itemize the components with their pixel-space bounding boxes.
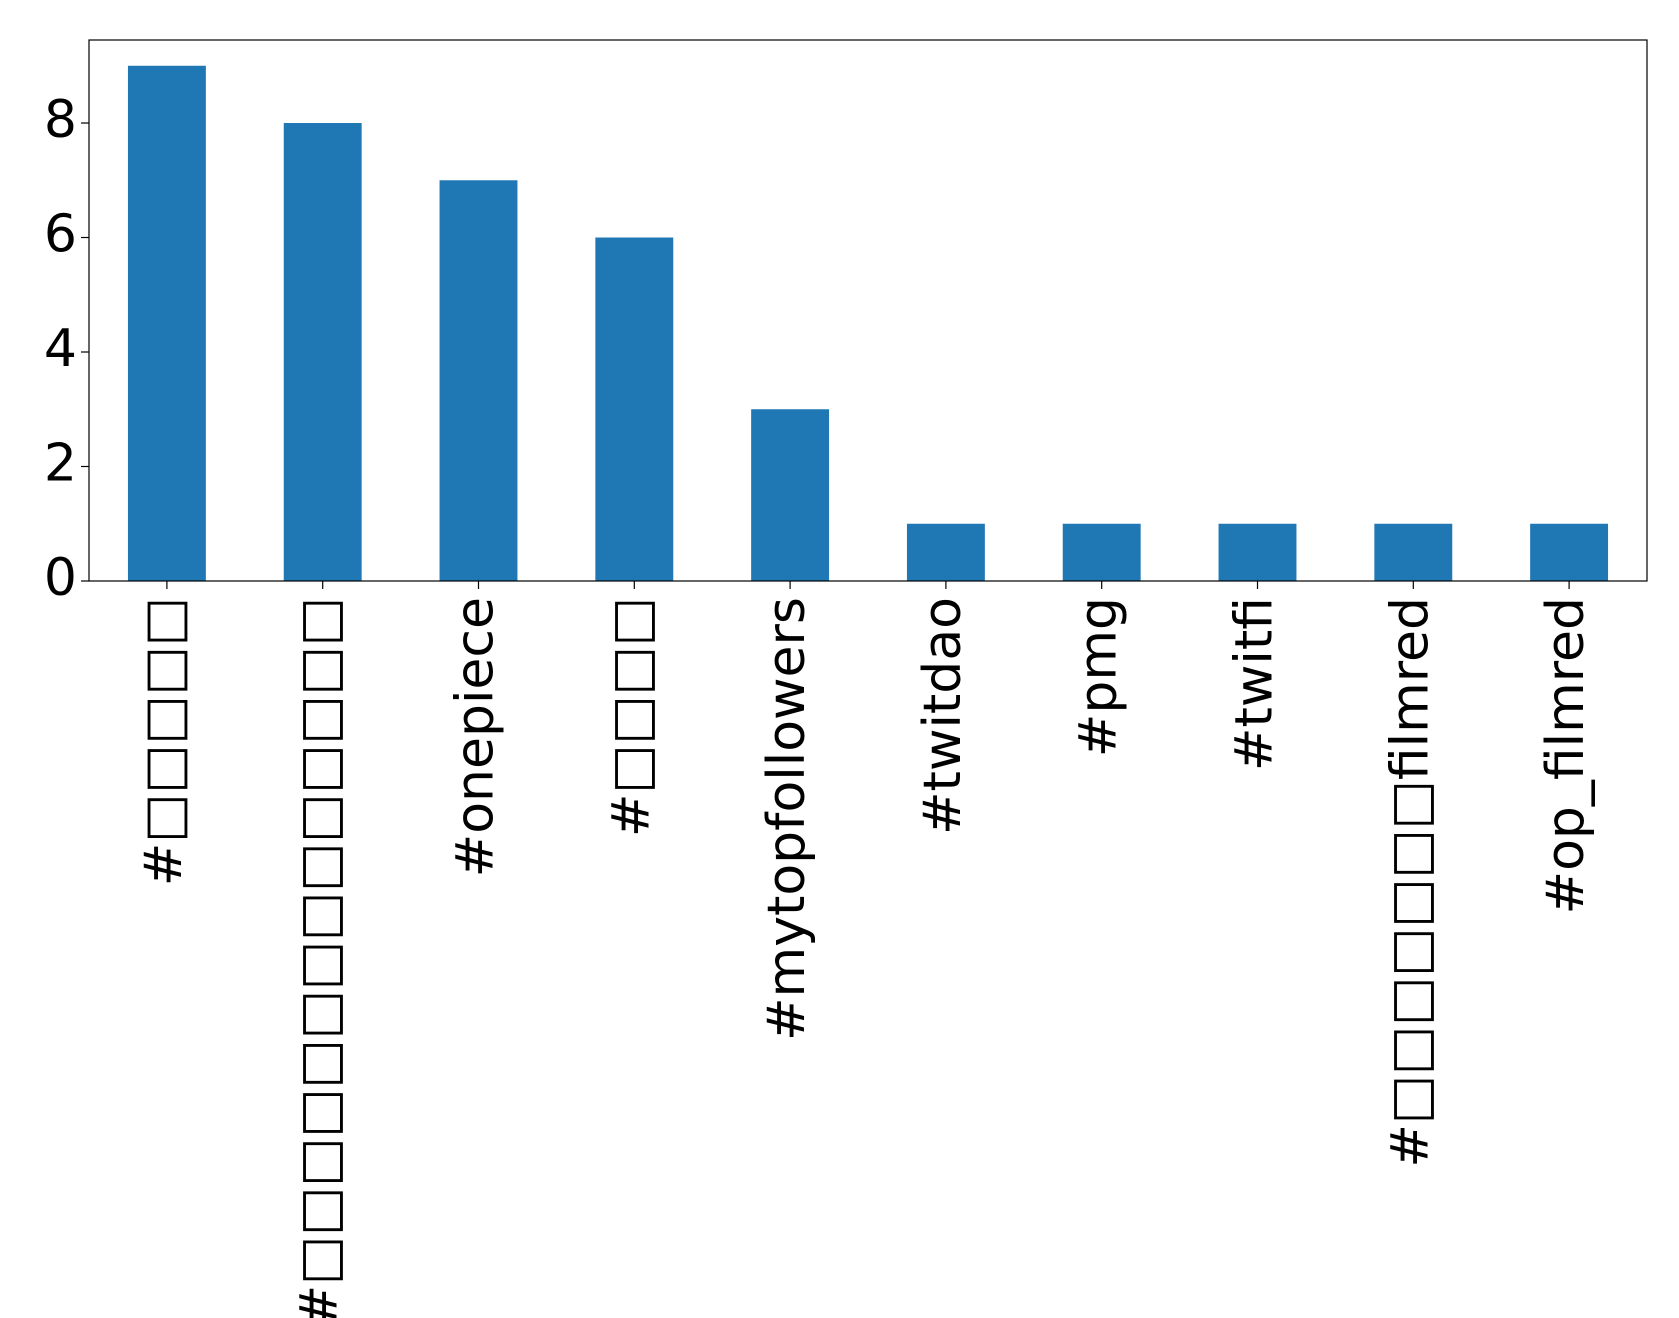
- x-tick-label: #onepiece: [446, 597, 506, 877]
- x-tick-label: #op_filmred: [1536, 597, 1596, 914]
- y-tick-label: 4: [44, 319, 77, 379]
- y-tick-label: 8: [44, 90, 77, 150]
- bar: [1062, 523, 1141, 581]
- x-tick-label: #twitfi: [1225, 597, 1285, 771]
- bar: [1374, 523, 1453, 581]
- bar: [127, 65, 206, 581]
- x-tick-label: #□□□□□: [134, 597, 194, 886]
- axes-frame: [88, 39, 1648, 582]
- y-tick-label: 2: [44, 434, 77, 494]
- bar: [906, 523, 985, 581]
- bar: [1218, 523, 1297, 581]
- x-tick-label: #mytopfollowers: [757, 597, 817, 1041]
- y-tick-label: 6: [44, 205, 77, 265]
- bar: [1530, 523, 1609, 581]
- x-tick-label: #pmg: [1069, 597, 1129, 757]
- bar: [283, 123, 362, 581]
- bar: [595, 237, 674, 581]
- y-tick-label: 0: [44, 548, 77, 608]
- x-tick-label: #□□□□□□□filmred: [1380, 597, 1440, 1168]
- x-tick-label: #□□□□□□□□□□□□□□: [290, 597, 350, 1318]
- x-tick-label: #twitdao: [913, 597, 973, 835]
- bar: [439, 180, 518, 581]
- x-tick-label: #□□□□: [601, 597, 661, 837]
- bar: [751, 409, 830, 581]
